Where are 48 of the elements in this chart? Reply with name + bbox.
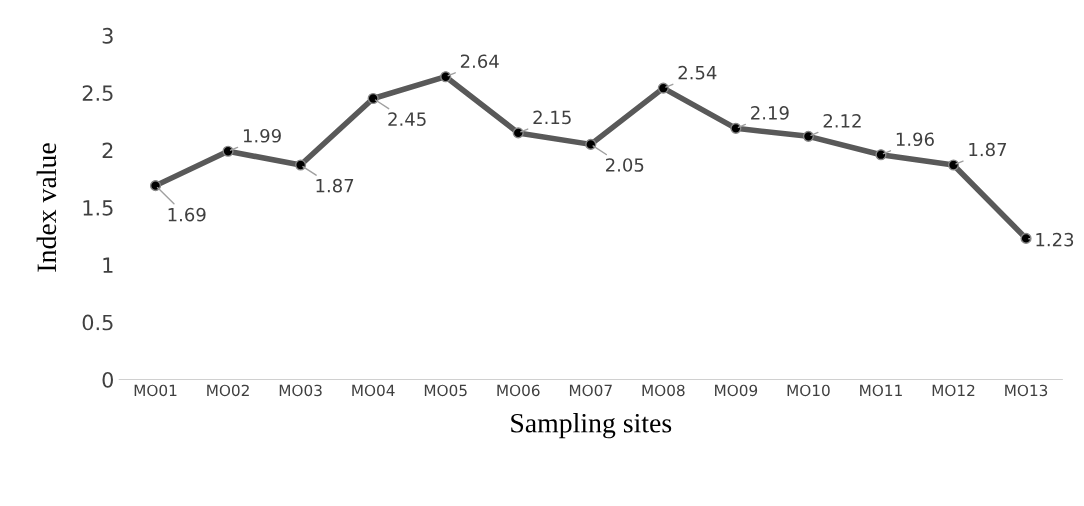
point — [149, 180, 162, 192]
x-tick-label: MO12 — [932, 384, 975, 397]
y-tick-label: 2 — [102, 142, 113, 159]
data-label: 2.12 — [823, 114, 861, 128]
data-label: 1.87 — [316, 178, 354, 193]
x-tick-label: MO11 — [860, 384, 902, 397]
data-label: 2.54 — [678, 65, 717, 80]
point — [875, 149, 887, 161]
y-tick-label: 1.5 — [83, 200, 113, 216]
x-tick-label: MO03 — [279, 384, 322, 397]
y-tick-label: 3 — [102, 27, 113, 44]
point — [585, 138, 597, 150]
data-label: 2.45 — [388, 112, 426, 126]
data-label: 2.05 — [605, 158, 644, 172]
data-label: 2.64 — [460, 54, 499, 69]
y-axis-title: Index value — [36, 143, 57, 272]
x-tick-label: MO02 — [207, 384, 249, 397]
x-tick-label: MO06 — [497, 384, 540, 397]
x-tick-label: MO08 — [642, 384, 685, 397]
point — [947, 159, 960, 171]
x-tick-label: MO13 — [1005, 384, 1048, 397]
point — [802, 130, 814, 142]
point — [440, 71, 452, 83]
point — [730, 122, 742, 134]
x-tick-label: MO09 — [715, 384, 758, 397]
data-label: 2.19 — [751, 106, 789, 120]
data-label: 1.96 — [896, 132, 934, 147]
point — [367, 92, 379, 105]
point — [657, 82, 669, 94]
x-axis-title: Sampling sites — [511, 413, 672, 439]
x-tick-label: MO01 — [134, 384, 177, 397]
y-tick-label: 0.5 — [82, 314, 113, 331]
point — [512, 127, 524, 139]
data-label: 1.99 — [243, 128, 281, 143]
data-label: 1.87 — [969, 142, 1007, 157]
data-label: 1.69 — [168, 207, 206, 222]
y-tick-label: 2.5 — [82, 85, 113, 101]
x-tick-label: MO07 — [569, 384, 612, 397]
x-tick-label: MO10 — [787, 384, 830, 397]
data-label: 2.15 — [533, 110, 571, 125]
y-tick-label: 1 — [103, 257, 113, 273]
data-label: 1.23 — [1036, 232, 1074, 247]
x-tick-label: MO04 — [352, 384, 395, 397]
point — [295, 159, 307, 171]
point — [222, 145, 234, 157]
point — [1020, 232, 1032, 244]
x-tick-label: MO05 — [424, 384, 467, 397]
y-tick-label: 0 — [102, 371, 113, 388]
